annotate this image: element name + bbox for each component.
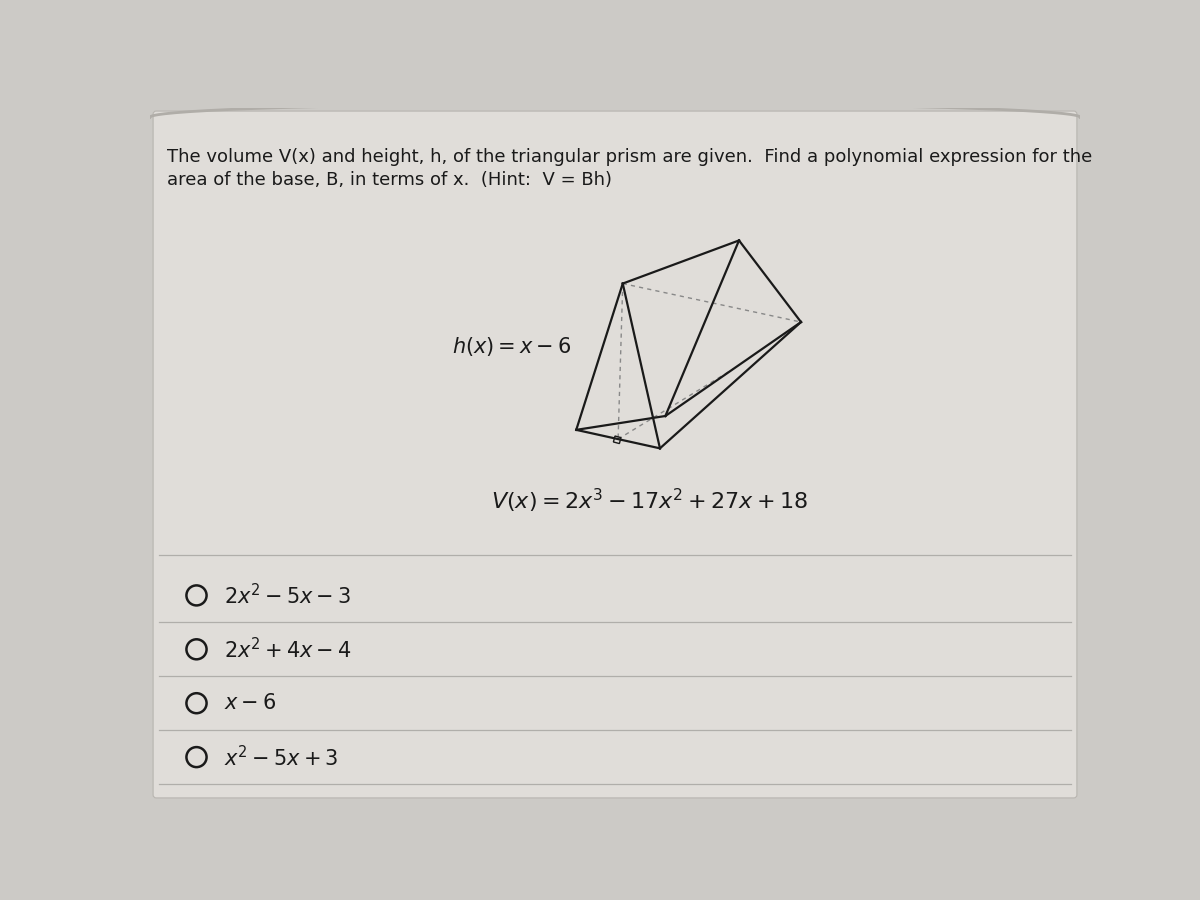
Text: The volume V(x) and height, h, of the triangular prism are given.  Find a polyno: The volume V(x) and height, h, of the tr… bbox=[167, 148, 1092, 166]
Bar bbox=[613, 436, 620, 444]
Text: $x^2-5x+3$: $x^2-5x+3$ bbox=[223, 744, 338, 770]
Text: $2x^2+4x-4$: $2x^2+4x-4$ bbox=[223, 636, 352, 662]
Text: area of the base, B, in terms of x.  (Hint:  V = Bh): area of the base, B, in terms of x. (Hin… bbox=[167, 171, 612, 189]
Text: $h(x)=x-6$: $h(x)=x-6$ bbox=[452, 335, 571, 358]
Text: $x-6$: $x-6$ bbox=[223, 693, 276, 713]
FancyBboxPatch shape bbox=[154, 111, 1076, 798]
Text: $2x^2-5x-3$: $2x^2-5x-3$ bbox=[223, 583, 350, 608]
Text: $V(x)=2x^3-17x^2+27x+18$: $V(x)=2x^3-17x^2+27x+18$ bbox=[491, 487, 808, 515]
